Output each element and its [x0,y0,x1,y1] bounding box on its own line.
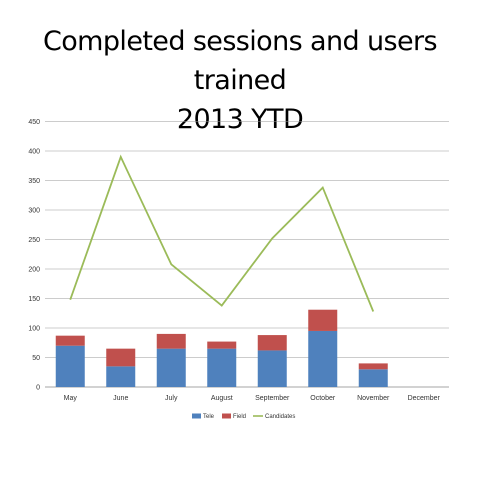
bar-tele-august [207,348,237,387]
x-tick-label: October [310,395,336,402]
bar-field-june [106,348,136,367]
x-tick-label: July [165,395,178,402]
y-tick-label: 450 [28,119,40,126]
x-axis: May June July August September October Novembe… [64,395,441,402]
y-tick-label: 200 [28,266,40,273]
bar-tele-june [106,366,136,387]
x-tick-label: August [211,395,233,402]
bar-tele-may [55,345,85,387]
bar-tele-october [308,330,338,387]
bar-field-july [156,333,186,349]
bar-field-november [358,363,388,370]
chart-title: Completed sessions and users trained 201… [0,22,480,139]
gridlines [45,121,449,388]
y-axis: 0 50 100 150 200 250 300 350 400 450 [28,119,40,391]
y-tick-label: 300 [28,207,40,214]
x-tick-label: November [357,395,390,402]
x-tick-label: September [255,395,290,402]
bars [55,309,388,387]
y-tick-label: 150 [28,296,40,303]
x-tick-label: December [408,395,441,402]
x-tick-label: May [64,395,78,402]
y-tick-label: 250 [28,237,40,244]
y-tick-label: 400 [28,148,40,155]
y-tick-label: 50 [32,355,40,362]
chart-title-line-1: Completed sessions and users trained [43,26,438,96]
legend-label-candidates: Candidates [265,414,295,420]
y-tick-label: 350 [28,178,40,185]
legend-swatch-field [222,413,231,419]
bar-tele-july [156,348,186,387]
candidates-line-layer [69,154,375,312]
legend: Tele Field Candidates [192,413,295,420]
bar-field-may [55,335,85,346]
legend-label-tele: Tele [203,414,215,420]
legend-swatch-tele [192,413,201,419]
chart-title-line-2: 2013 YTD [176,104,304,135]
bar-tele-november [358,369,388,387]
bar-field-august [207,341,237,349]
legend-label-field: Field [233,414,246,420]
bar-tele-september [257,350,287,387]
x-tick-label: June [113,395,128,402]
candidates-line [69,154,375,312]
y-tick-label: 0 [36,384,40,391]
y-tick-label: 100 [28,325,40,332]
bar-field-october [308,309,338,331]
bar-field-september [257,335,287,351]
